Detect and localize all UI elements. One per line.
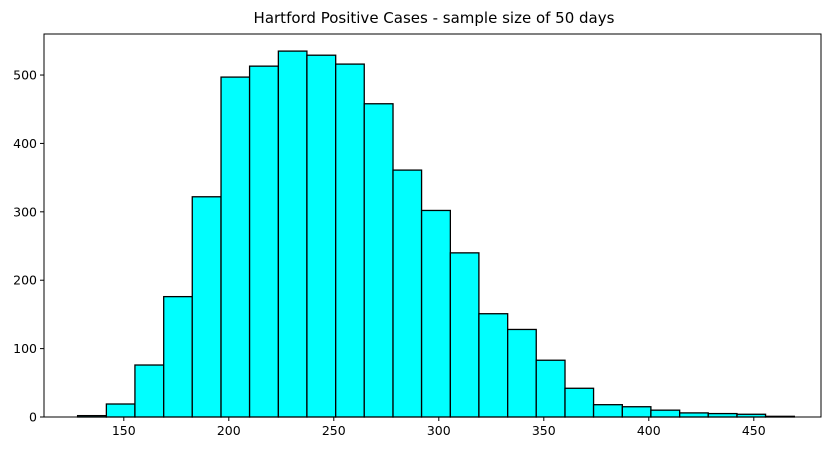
y-tick-label: 200 [13,273,37,288]
histogram-bar [707,412,738,418]
histogram-bar [507,328,537,418]
histogram-bar [335,63,365,418]
histogram-bar [306,54,337,418]
histogram-bar [478,313,509,418]
histogram-bar [163,295,193,418]
x-tick-label: 300 [427,423,451,438]
histogram-bar [363,103,394,418]
histogram-bar [191,196,222,418]
histogram-bar [248,65,280,418]
bars-group [76,50,795,418]
y-tick-label: 100 [13,341,37,356]
histogram-bar [650,409,681,418]
histogram-bar [420,209,451,418]
histogram-bar [449,252,480,418]
y-tick-label: 0 [29,410,37,425]
histogram-bar [679,412,709,418]
histogram-bar [535,359,566,418]
y-tick-label: 300 [13,204,37,219]
histogram-bar [564,387,595,418]
x-tick-label: 400 [637,423,661,438]
histogram-bar [134,364,165,418]
plot-frame [43,33,822,418]
y-tick-label: 400 [13,136,37,151]
x-axis: 150 200 250 300 350 400 450 [112,417,766,438]
histogram-bar [592,404,623,418]
x-tick-label: 200 [217,423,241,438]
x-tick-label: 250 [322,423,346,438]
histogram-bar [392,169,423,418]
histogram-bar [220,76,251,418]
x-tick-label: 350 [532,423,556,438]
x-tick-label: 150 [112,423,136,438]
y-tick-label: 500 [13,68,37,83]
histogram-bar [105,403,136,418]
chart-title: Hartford Positive Cases - sample size of… [254,9,615,27]
x-tick-label: 450 [742,423,766,438]
histogram-bar [277,50,308,418]
y-axis: 0 100 200 300 400 500 [13,68,44,425]
histogram-bar [621,406,652,418]
